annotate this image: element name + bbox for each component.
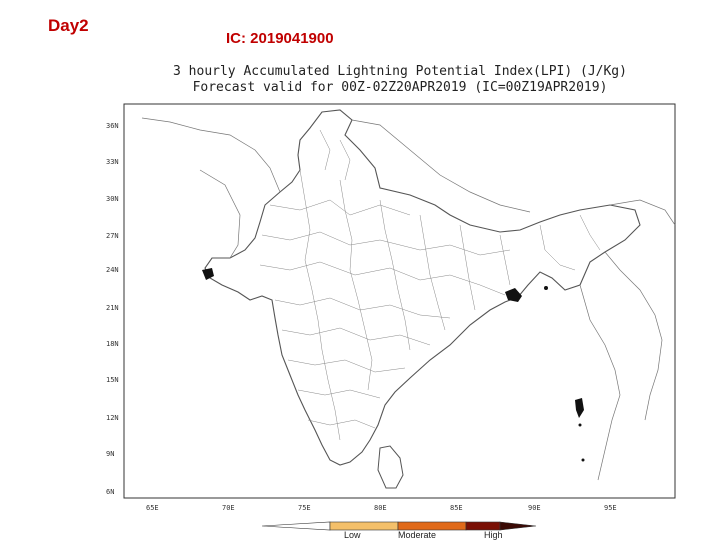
legend-low-swatch bbox=[329, 521, 399, 531]
legend-tail-right bbox=[499, 521, 537, 531]
lon-label: 85E bbox=[450, 504, 463, 512]
lon-label: 75E bbox=[298, 504, 311, 512]
lon-label: 90E bbox=[528, 504, 541, 512]
legend-high-label: High bbox=[484, 530, 503, 540]
myanmar-outline bbox=[579, 251, 663, 481]
lat-label: 36N bbox=[106, 122, 119, 130]
legend-high-swatch bbox=[465, 521, 501, 531]
lat-label: 6N bbox=[106, 488, 114, 496]
lat-label: 24N bbox=[106, 266, 119, 274]
map-title-line-1: 3 hourly Accumulated Lightning Potential… bbox=[173, 64, 627, 79]
lat-label: 27N bbox=[106, 232, 119, 240]
lpi-high-spots bbox=[202, 268, 585, 462]
northern-border bbox=[351, 119, 676, 226]
lon-label: 80E bbox=[374, 504, 387, 512]
western-border bbox=[141, 117, 281, 259]
lon-label: 95E bbox=[604, 504, 617, 512]
map-title-line-2: Forecast valid for 00Z-02Z20APR2019 (IC=… bbox=[192, 80, 608, 95]
lon-label: 70E bbox=[222, 504, 235, 512]
legend-tail-left bbox=[261, 521, 331, 531]
lat-label: 12N bbox=[106, 414, 119, 422]
latitude-labels: 36N 33N 30N 27N 24N 21N 18N 15N 12N 9N 6… bbox=[106, 122, 119, 496]
sri-lanka bbox=[377, 445, 404, 489]
lat-label: 15N bbox=[106, 376, 119, 384]
lat-label: 18N bbox=[106, 340, 119, 348]
lon-label: 65E bbox=[146, 504, 159, 512]
internal-boundaries bbox=[259, 129, 601, 441]
map-title: 3 hourly Accumulated Lightning Potential… bbox=[150, 64, 650, 96]
india-outline bbox=[204, 109, 641, 466]
lat-label: 21N bbox=[106, 304, 119, 312]
legend-low-label: Low bbox=[344, 530, 361, 540]
lat-label: 33N bbox=[106, 158, 119, 166]
legend-moderate-swatch bbox=[397, 521, 467, 531]
lat-label: 30N bbox=[106, 195, 119, 203]
longitude-labels: 65E 70E 75E 80E 85E 90E 95E bbox=[146, 504, 617, 512]
legend-moderate-label: Moderate bbox=[398, 530, 437, 540]
day-label: Day2 bbox=[48, 16, 89, 35]
legend-colorbar bbox=[261, 521, 537, 531]
initial-condition-label: IC: 2019041900 bbox=[226, 30, 334, 47]
lat-label: 9N bbox=[106, 450, 114, 458]
map-frame bbox=[123, 103, 676, 499]
